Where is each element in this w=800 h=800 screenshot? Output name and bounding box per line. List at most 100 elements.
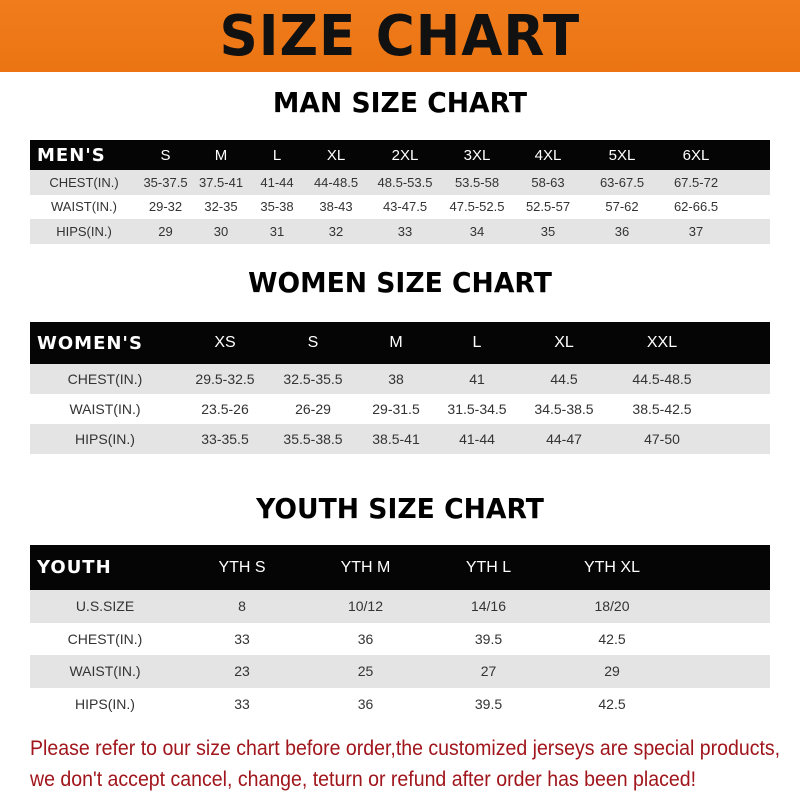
measurement-cell: 29-32: [148, 199, 183, 215]
size-chart-banner: SIZE CHART: [0, 0, 800, 72]
measurement-cell: 38-43: [319, 199, 353, 215]
size-header: YTH S: [218, 558, 266, 576]
table-row: CHEST(IN.) 35-37.5 37.5-41 41-44 44-48.5 48.5…: [30, 170, 770, 195]
measurement-cell: 67.5-72: [673, 174, 719, 190]
measurement-cell: 63-67.5: [599, 174, 645, 190]
table-row: CHEST(IN.) 33 36 39.5 42.5: [30, 622, 770, 655]
table-row: U.S.SIZE 8 10/12 14/16 18/20: [30, 590, 770, 623]
size-header: M: [214, 146, 228, 164]
measurement-cell: 44.5-48.5: [632, 371, 692, 387]
row-label: HIPS(IN.): [56, 223, 112, 239]
row-label: HIPS(IN.): [75, 695, 135, 712]
measurement-cell: 32: [328, 223, 344, 239]
table-header-row: YOUTH YTH S YTH M YTH L YTH XL: [30, 545, 770, 590]
row-label: HIPS(IN.): [75, 431, 135, 447]
table-row: HIPS(IN.) 33 36 39.5 42.5: [30, 687, 770, 720]
measurement-cell: 39.5: [474, 630, 503, 647]
row-label: CHEST(IN.): [49, 174, 119, 190]
measurement-cell: 33: [234, 695, 250, 712]
notice-line-2: we don't accept cancel, change, teturn o…: [30, 768, 697, 791]
size-header: 6XL: [682, 146, 710, 164]
row-label: U.S.SIZE: [75, 598, 135, 615]
measurement-cell: 29: [158, 223, 173, 239]
measurement-cell: 41-44: [260, 174, 294, 190]
table-heading: YOUTH: [37, 557, 112, 578]
page-title: SIZE CHART: [219, 3, 581, 69]
size-header: YTH L: [465, 558, 512, 576]
measurement-cell: 34.5-38.5: [534, 401, 594, 417]
measurement-cell: 29-31.5: [372, 401, 420, 417]
measurement-cell: 14/16: [470, 598, 507, 615]
measurement-cell: 23: [234, 663, 250, 680]
measurement-cell: 10/12: [347, 598, 384, 615]
table-heading: MEN'S: [37, 144, 106, 166]
measurement-cell: 41-44: [459, 431, 495, 447]
measurement-cell: 35: [540, 223, 556, 239]
size-header: S: [307, 334, 319, 351]
men-size-table: MEN'S S M L XL 2XL 3XL 4XL 5XL 6XL CHEST(IN.) 35-37…: [30, 140, 770, 244]
size-header: 4XL: [534, 146, 562, 164]
measurement-cell: 31.5-34.5: [447, 401, 507, 417]
row-label: CHEST(IN.): [67, 630, 143, 647]
measurement-cell: 34: [469, 223, 485, 239]
measurement-cell: 32-35: [204, 199, 238, 215]
youth-size-table: YOUTH YTH S YTH M YTH L YTH XL U.S.SIZE 8 10/12…: [30, 545, 770, 720]
size-header: L: [472, 334, 482, 351]
measurement-cell: 32.5-35.5: [283, 371, 343, 387]
table-row: HIPS(IN.) 33-35.5 35.5-38.5 38.5-41 41-44 44-…: [30, 424, 770, 454]
measurement-cell: 42.5: [598, 630, 626, 647]
measurement-cell: 33: [397, 223, 413, 239]
measurement-cell: 18/20: [594, 598, 630, 615]
measurement-cell: 58-63: [531, 174, 565, 190]
table-header-row: MEN'S S M L XL 2XL 3XL 4XL 5XL 6XL: [30, 140, 770, 170]
row-label: WAIST(IN.): [69, 401, 141, 417]
size-header: 5XL: [608, 146, 636, 164]
measurement-cell: 30: [213, 223, 229, 239]
measurement-cell: 57-62: [605, 199, 639, 215]
row-label: CHEST(IN.): [67, 371, 143, 387]
measurement-cell: 23.5-26: [201, 401, 249, 417]
size-header: 3XL: [463, 146, 491, 164]
table-row: HIPS(IN.) 29 30 31 32 33 34 35 36 37: [30, 219, 770, 244]
size-header: S: [160, 146, 171, 164]
order-notice: Please refer to our size chart before or…: [30, 733, 780, 795]
youth-section-title: YOUTH SIZE CHART: [256, 492, 544, 525]
measurement-cell: 27: [480, 663, 497, 680]
measurement-cell: 31: [269, 223, 285, 239]
measurement-cell: 43-47.5: [382, 199, 428, 215]
measurement-cell: 29: [604, 663, 620, 680]
men-section-title: MAN SIZE CHART: [272, 86, 528, 119]
table-header-row: WOMEN'S XS S M L XL XXL: [30, 322, 770, 364]
measurement-cell: 35-37.5: [143, 174, 188, 190]
table-row: WAIST(IN.) 29-32 32-35 35-38 38-43 43-47.5 47.…: [30, 194, 770, 219]
measurement-cell: 48.5-53.5: [377, 174, 433, 190]
size-header: XS: [214, 334, 236, 351]
size-header: 2XL: [391, 146, 419, 164]
size-header: XXL: [646, 334, 678, 351]
measurement-cell: 25: [357, 663, 374, 680]
size-header: YTH M: [340, 558, 391, 576]
row-label: WAIST(IN.): [69, 663, 141, 680]
measurement-cell: 44-48.5: [313, 174, 359, 190]
measurement-cell: 42.5: [598, 695, 626, 712]
row-label: WAIST(IN.): [51, 199, 117, 215]
measurement-cell: 35-38: [260, 199, 294, 215]
measurement-cell: 47.5-52.5: [449, 199, 505, 215]
measurement-cell: 36: [357, 630, 374, 647]
measurement-cell: 8: [238, 598, 246, 615]
measurement-cell: 35.5-38.5: [283, 431, 343, 447]
size-header: XL: [554, 334, 574, 351]
measurement-cell: 37.5-41: [198, 174, 244, 190]
women-section-title: WOMEN SIZE CHART: [248, 266, 552, 299]
measurement-cell: 26-29: [295, 401, 331, 417]
measurement-cell: 38.5-42.5: [632, 401, 692, 417]
size-header: L: [272, 146, 282, 164]
measurement-cell: 36: [357, 695, 374, 712]
measurement-cell: 33-35.5: [201, 431, 249, 447]
size-header: M: [389, 334, 403, 351]
measurement-cell: 37: [688, 223, 704, 239]
table-row: CHEST(IN.) 29.5-32.5 32.5-35.5 38 41 44.5 44.5…: [30, 364, 770, 394]
measurement-cell: 39.5: [474, 695, 503, 712]
measurement-cell: 33: [234, 630, 250, 647]
measurement-cell: 41: [469, 371, 485, 387]
